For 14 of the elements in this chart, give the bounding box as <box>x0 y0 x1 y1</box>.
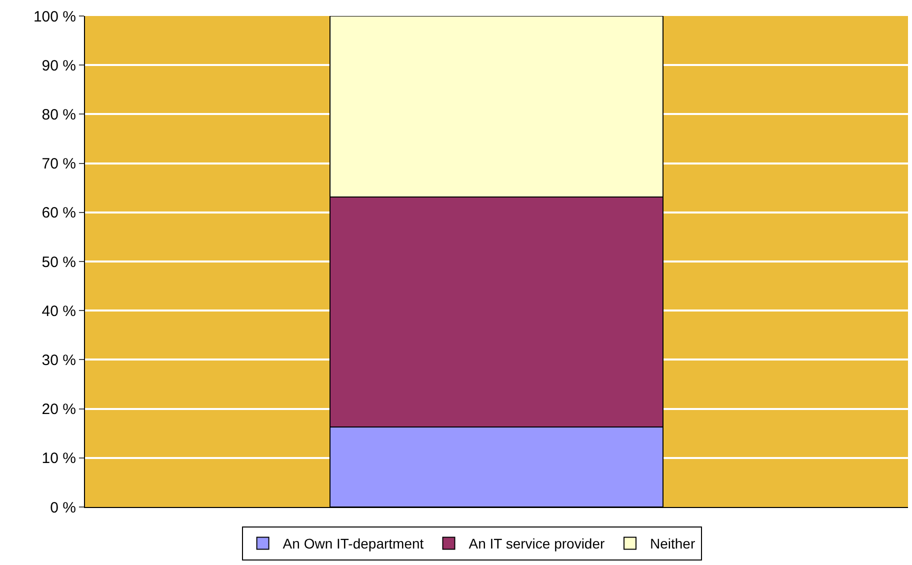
y-tick-label: 60 % <box>42 204 76 222</box>
y-tick-label: 40 % <box>42 302 76 320</box>
y-tick-label: 20 % <box>42 401 76 418</box>
legend-label: Neither <box>650 536 696 552</box>
legend-label: An IT service provider <box>468 536 606 552</box>
y-tick-label: 80 % <box>42 106 76 124</box>
y-tick-label: 90 % <box>42 57 76 74</box>
y-tick-label: 70 % <box>42 156 76 173</box>
y-tick-label: 100 % <box>33 8 76 26</box>
y-tick-label: 10 % <box>42 450 76 468</box>
y-tick-label: 0 % <box>50 499 76 516</box>
y-tick-label: 50 % <box>42 254 76 271</box>
legend-label: An Own IT-department <box>282 536 424 552</box>
y-tick-label: 30 % <box>42 352 76 369</box>
